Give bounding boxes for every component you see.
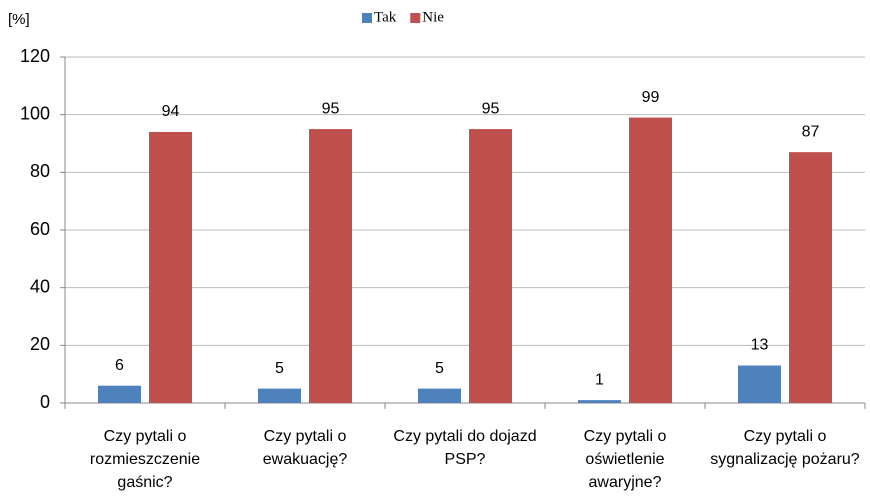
bar (469, 129, 512, 404)
legend-label: Tak (374, 9, 397, 25)
y-tick-label: 60 (30, 219, 50, 239)
bar (789, 152, 832, 403)
value-label: 95 (322, 100, 340, 117)
value-label: 94 (162, 103, 180, 120)
bar (738, 365, 781, 403)
value-label: 6 (115, 357, 124, 374)
y-tick-label: 20 (30, 334, 50, 354)
bar (309, 129, 352, 404)
legend-swatch (362, 13, 372, 23)
value-label: 1 (595, 371, 604, 388)
bar (578, 400, 621, 403)
legend-swatch (410, 13, 421, 23)
value-label: 5 (435, 360, 444, 377)
bar (98, 385, 141, 403)
bar (258, 388, 301, 403)
bar (629, 117, 672, 404)
y-tick-label: 0 (40, 392, 50, 412)
x-tick-label: Czy pytali o oświetlenie awaryjne? (583, 428, 667, 491)
bar (418, 388, 461, 403)
x-tick-label: Czy pytali o ewakuację? (262, 428, 348, 468)
y-axis-label: [%] (8, 11, 30, 28)
value-label: 95 (482, 100, 500, 117)
value-label: 13 (751, 337, 769, 354)
x-tick-label: Czy pytali do dojazd PSP? (393, 428, 537, 468)
y-tick-label: 40 (30, 276, 50, 296)
value-label: 99 (642, 89, 660, 106)
y-tick-label: 120 (20, 46, 50, 66)
y-tick-label: 80 (30, 161, 50, 181)
x-tick-label: Czy pytali o rozmieszczenie gaśnic? (89, 428, 201, 491)
value-label: 5 (275, 360, 284, 377)
legend-label: Nie (422, 9, 444, 25)
y-tick-label: 100 (20, 103, 50, 123)
bar (149, 131, 192, 403)
x-tick-label: Czy pytali o sygnalizację pożaru? (710, 428, 860, 468)
value-label: 87 (802, 123, 820, 140)
